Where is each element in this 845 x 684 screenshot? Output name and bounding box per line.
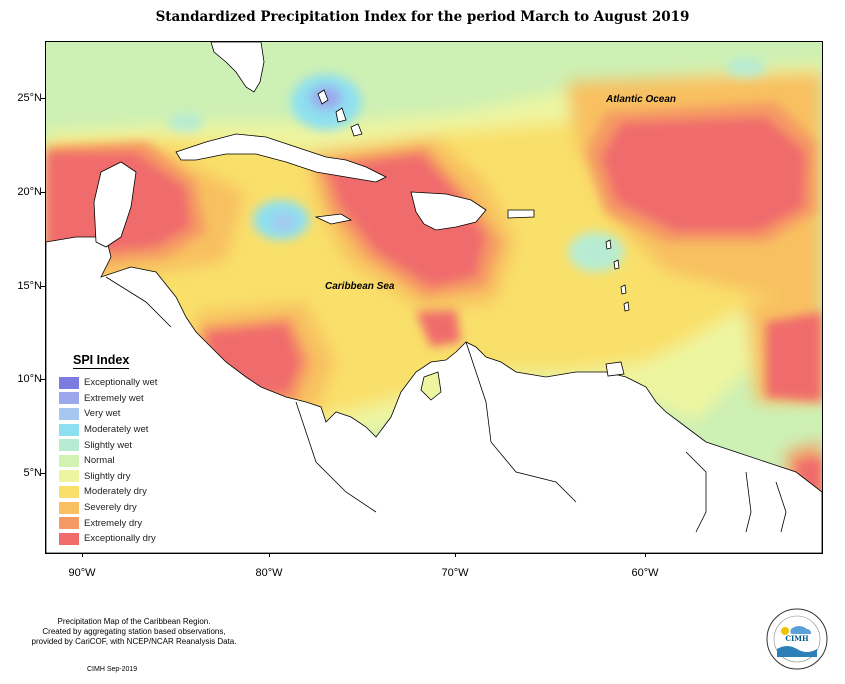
legend-label: Exceptionally wet [84,377,158,389]
legend-swatch [59,532,79,545]
spi-map [46,42,822,553]
lat-tick [41,286,45,287]
lat-label-15n: 15°N [17,280,42,292]
legend-swatch [59,407,79,420]
legend-label: Very wet [84,408,121,420]
legend-swatch [59,439,79,452]
legend-swatch [59,454,79,467]
legend-swatch [59,470,79,483]
legend-title: SPI Index [73,353,130,369]
footer-line: Created by aggregating station based obs… [42,627,226,636]
legend-item: Normal [59,453,174,469]
legend-label: Exceptionally dry [84,533,156,545]
legend-item: Very wet [59,406,174,422]
lat-label-5n: 5°N [23,467,42,479]
lon-tick [645,553,646,557]
lon-tick [455,553,456,557]
atlantic-ocean-label: Atlantic Ocean [606,94,677,105]
legend-swatch [59,501,79,514]
lat-label-25n: 25°N [17,92,42,104]
lon-label-90w: 90°W [68,567,96,579]
footer-line: provided by CariCOF, with NCEP/NCAR Rean… [31,637,237,646]
legend-items: Exceptionally wet Extremely wet Very wet Mo… [59,375,174,547]
legend-swatch [59,423,79,436]
legend-item: Extremely wet [59,391,174,407]
legend-label: Extremely wet [84,392,144,404]
lat-tick [41,98,45,99]
legend-label: Slightly dry [84,470,131,482]
legend-label: Extremely dry [84,517,143,529]
map-panel [45,41,823,554]
cimh-logo-icon [766,608,828,670]
legend-label: Slightly wet [84,439,133,451]
legend-swatch [59,485,79,498]
footer-date: CIMH Sep-2019 [87,666,138,673]
lat-label-20n: 20°N [17,186,42,198]
lat-tick [41,473,45,474]
caribbean-sea-label: Caribbean Sea [325,281,395,292]
legend-swatch [59,392,79,405]
lon-label-60w: 60°W [631,567,659,579]
legend-item: Extremely dry [59,515,174,531]
land [46,42,822,553]
legend-item: Moderately dry [59,484,174,500]
lon-tick [82,553,83,557]
legend-item: Slightly wet [59,437,174,453]
map-title: Standardized Precipitation Index for the… [155,9,690,25]
legend-item: Severely dry [59,500,174,516]
legend-label: Moderately wet [84,424,149,436]
lat-label-10n: 10°N [17,373,42,385]
logo-text: CIMH [785,634,809,643]
footer-line: Precipitation Map of the Caribbean Regio… [57,617,211,626]
legend-swatch [59,517,79,530]
legend-label: Normal [84,455,115,467]
footer-credits: Precipitation Map of the Caribbean Regio… [14,617,254,647]
lon-label-80w: 80°W [255,567,283,579]
legend-item: Slightly dry [59,469,174,485]
legend-swatch [59,376,79,389]
legend-label: Severely dry [84,502,137,514]
cimh-logo: CIMH [765,607,829,671]
legend-item: Exceptionally wet [59,375,174,391]
legend-label: Moderately dry [84,486,147,498]
lat-tick [41,192,45,193]
spi-legend: SPI Index Exceptionally wet Extremely wet… [59,351,174,547]
legend-item: Moderately wet [59,422,174,438]
lat-tick [41,379,45,380]
lon-label-70w: 70°W [441,567,469,579]
lon-tick [269,553,270,557]
dry-field [46,102,822,502]
legend-item: Exceptionally dry [59,531,174,547]
